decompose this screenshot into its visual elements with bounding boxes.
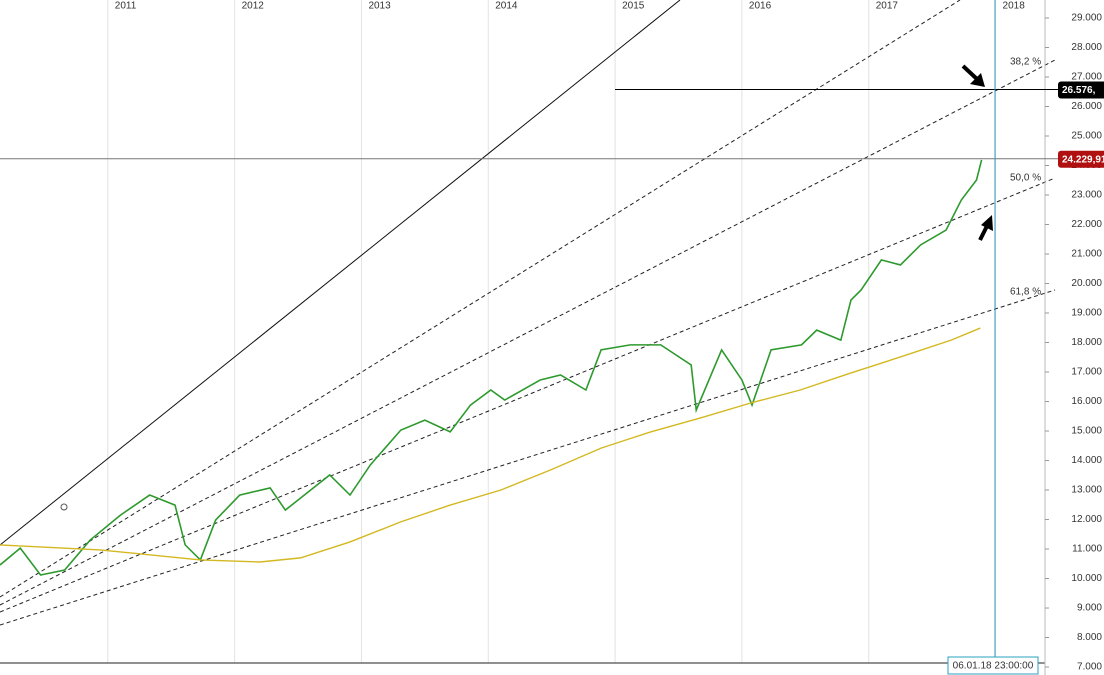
arrow: [978, 215, 993, 241]
y-tick-label: 20.000: [1071, 278, 1102, 289]
y-tick-label: 12.000: [1071, 514, 1102, 525]
price-label: 26.576,: [1062, 85, 1096, 96]
y-tick-label: 18.000: [1071, 337, 1102, 348]
x-tick-label: 2012: [242, 1, 265, 12]
grid: [107, 0, 997, 663]
y-tick-label: 26.000: [1071, 101, 1102, 112]
y-tick-label: 16.000: [1071, 396, 1102, 407]
y-tick-label: 13.000: [1071, 485, 1102, 496]
y-tick-label: 11.000: [1072, 544, 1102, 555]
y-tick-label: 10.000: [1071, 573, 1102, 584]
y-tick-label: 28.000: [1071, 42, 1102, 53]
fan-line: [0, 177, 1056, 613]
annotation: 38,2 %: [1010, 57, 1041, 68]
series-line: [0, 327, 981, 563]
price-label: 24.229,91: [1062, 154, 1104, 165]
trend-line: [0, 0, 681, 546]
trend-anchor: [60, 503, 68, 511]
annotation: 61,8 %: [1010, 287, 1041, 298]
y-tick-label: 25.000: [1071, 131, 1102, 142]
annotation: 50,0 %: [1010, 173, 1041, 184]
x-tick-label: 2015: [622, 1, 645, 12]
y-tick-label: 15.000: [1071, 426, 1102, 437]
x-tick-label: 2011: [115, 1, 137, 12]
y-tick-label: 8.000: [1077, 632, 1102, 643]
arrow: [961, 64, 985, 87]
x-tick-label: 2017: [876, 1, 899, 12]
x-tick-label: 2014: [495, 1, 518, 12]
y-tick-label: 9.000: [1077, 603, 1102, 614]
fan-line: [0, 59, 1056, 606]
x-tick-label: 2016: [749, 1, 772, 12]
y-tick-label: 21.000: [1071, 249, 1102, 260]
x-tick-label: 2018: [1003, 1, 1026, 12]
x-tick-label: 2013: [368, 1, 391, 12]
cursor-label: 06.01.18 23:00:00: [953, 661, 1034, 672]
marks: [0, 89, 1062, 576]
fan-line: [0, 289, 1056, 626]
y-tick-label: 23.000: [1071, 190, 1102, 201]
y-tick-label: 7.000: [1077, 662, 1102, 673]
y-tick-label: 27.000: [1071, 72, 1102, 83]
cursor-box: [947, 656, 1039, 675]
price-box: [1058, 81, 1104, 99]
y-tick-label: 19.000: [1071, 308, 1102, 319]
y-tick-label: 29.000: [1071, 13, 1102, 24]
y-tick-label: 14.000: [1071, 455, 1102, 466]
y-tick-label: 22.000: [1071, 219, 1102, 230]
y-tick-label: 17.000: [1071, 367, 1102, 378]
price-box: [1058, 150, 1104, 168]
series-line: [0, 159, 983, 576]
